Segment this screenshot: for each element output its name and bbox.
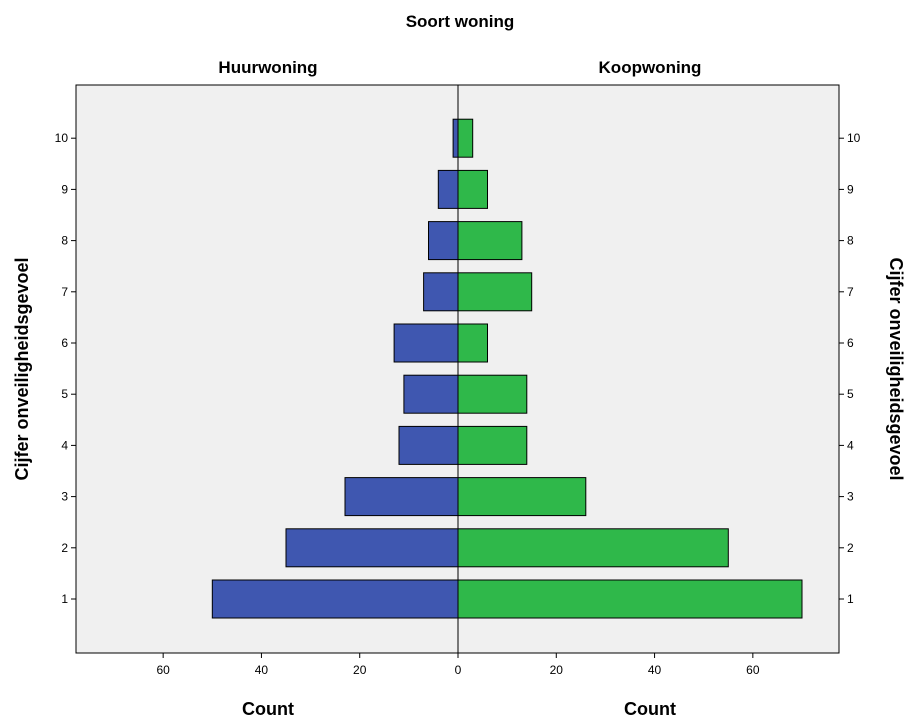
x-tick-label-left-20: 20	[353, 663, 367, 677]
x-tick-label-right-60: 60	[746, 663, 760, 677]
bar-koopwoning-5	[457, 374, 528, 414]
y-axis-title-left: Cijfer onveiligheidsgevoel	[12, 257, 32, 480]
y-tick-label-right-3: 3	[847, 490, 854, 504]
y-tick-label-left-9: 9	[61, 182, 68, 196]
bar-koopwoning-3	[457, 477, 587, 517]
y-axis-title-right: Cijfer onveiligheidsgevoel	[886, 257, 906, 480]
x-axis-title-right: Count	[624, 699, 676, 719]
bar-huurwoning-4	[398, 425, 459, 465]
bar-koopwoning-8	[457, 221, 523, 261]
y-tick-label-left-4: 4	[61, 438, 68, 452]
bar-huurwoning-3	[344, 477, 459, 517]
bar-huurwoning-5	[403, 374, 459, 414]
y-tick-label-left-10: 10	[55, 131, 69, 145]
x-axis-title-left: Count	[242, 699, 294, 719]
x-tick-label-left-40: 40	[255, 663, 269, 677]
bar-huurwoning-1	[211, 579, 459, 619]
bars-group	[211, 118, 803, 619]
y-tick-label-left-3: 3	[61, 490, 68, 504]
bar-koopwoning-7	[457, 272, 533, 312]
y-tick-label-left-6: 6	[61, 336, 68, 350]
y-tick-label-right-2: 2	[847, 541, 854, 555]
x-tick-label-left-0: 0	[455, 663, 462, 677]
y-tick-label-left-8: 8	[61, 234, 68, 248]
bar-koopwoning-1	[457, 579, 803, 619]
y-tick-label-right-1: 1	[847, 592, 854, 606]
y-tick-label-left-7: 7	[61, 285, 68, 299]
bar-huurwoning-7	[423, 272, 459, 312]
y-tick-label-right-4: 4	[847, 438, 854, 452]
y-ticks-group: 1 1 2 2 3 3 4 4 5 5 6 6 7 7 8 8 9 9 10 10	[55, 131, 861, 606]
bar-koopwoning-2	[457, 528, 729, 568]
y-tick-label-left-2: 2	[61, 541, 68, 555]
y-tick-label-right-6: 6	[847, 336, 854, 350]
y-tick-label-right-8: 8	[847, 234, 854, 248]
y-tick-label-right-10: 10	[847, 131, 861, 145]
x-ticks-group: 0 20 40 60 20 40 60	[156, 653, 760, 677]
bar-huurwoning-8	[428, 221, 459, 261]
y-tick-label-right-9: 9	[847, 182, 854, 196]
x-tick-label-right-40: 40	[648, 663, 662, 677]
x-tick-label-left-60: 60	[156, 663, 170, 677]
bar-huurwoning-10	[452, 118, 459, 158]
bar-huurwoning-9	[437, 169, 459, 209]
bar-koopwoning-10	[457, 118, 474, 158]
x-tick-label-right-20: 20	[550, 663, 564, 677]
y-tick-label-left-1: 1	[61, 592, 68, 606]
bar-koopwoning-9	[457, 169, 488, 209]
bar-koopwoning-6	[457, 323, 488, 363]
y-tick-label-left-5: 5	[61, 387, 68, 401]
right-panel-title: Koopwoning	[599, 58, 702, 77]
y-tick-label-right-7: 7	[847, 285, 854, 299]
bar-huurwoning-6	[393, 323, 459, 363]
left-panel-title: Huurwoning	[218, 58, 317, 77]
bar-huurwoning-2	[285, 528, 459, 568]
bar-koopwoning-4	[457, 425, 528, 465]
chart-title: Soort woning	[406, 12, 515, 31]
y-tick-label-right-5: 5	[847, 387, 854, 401]
